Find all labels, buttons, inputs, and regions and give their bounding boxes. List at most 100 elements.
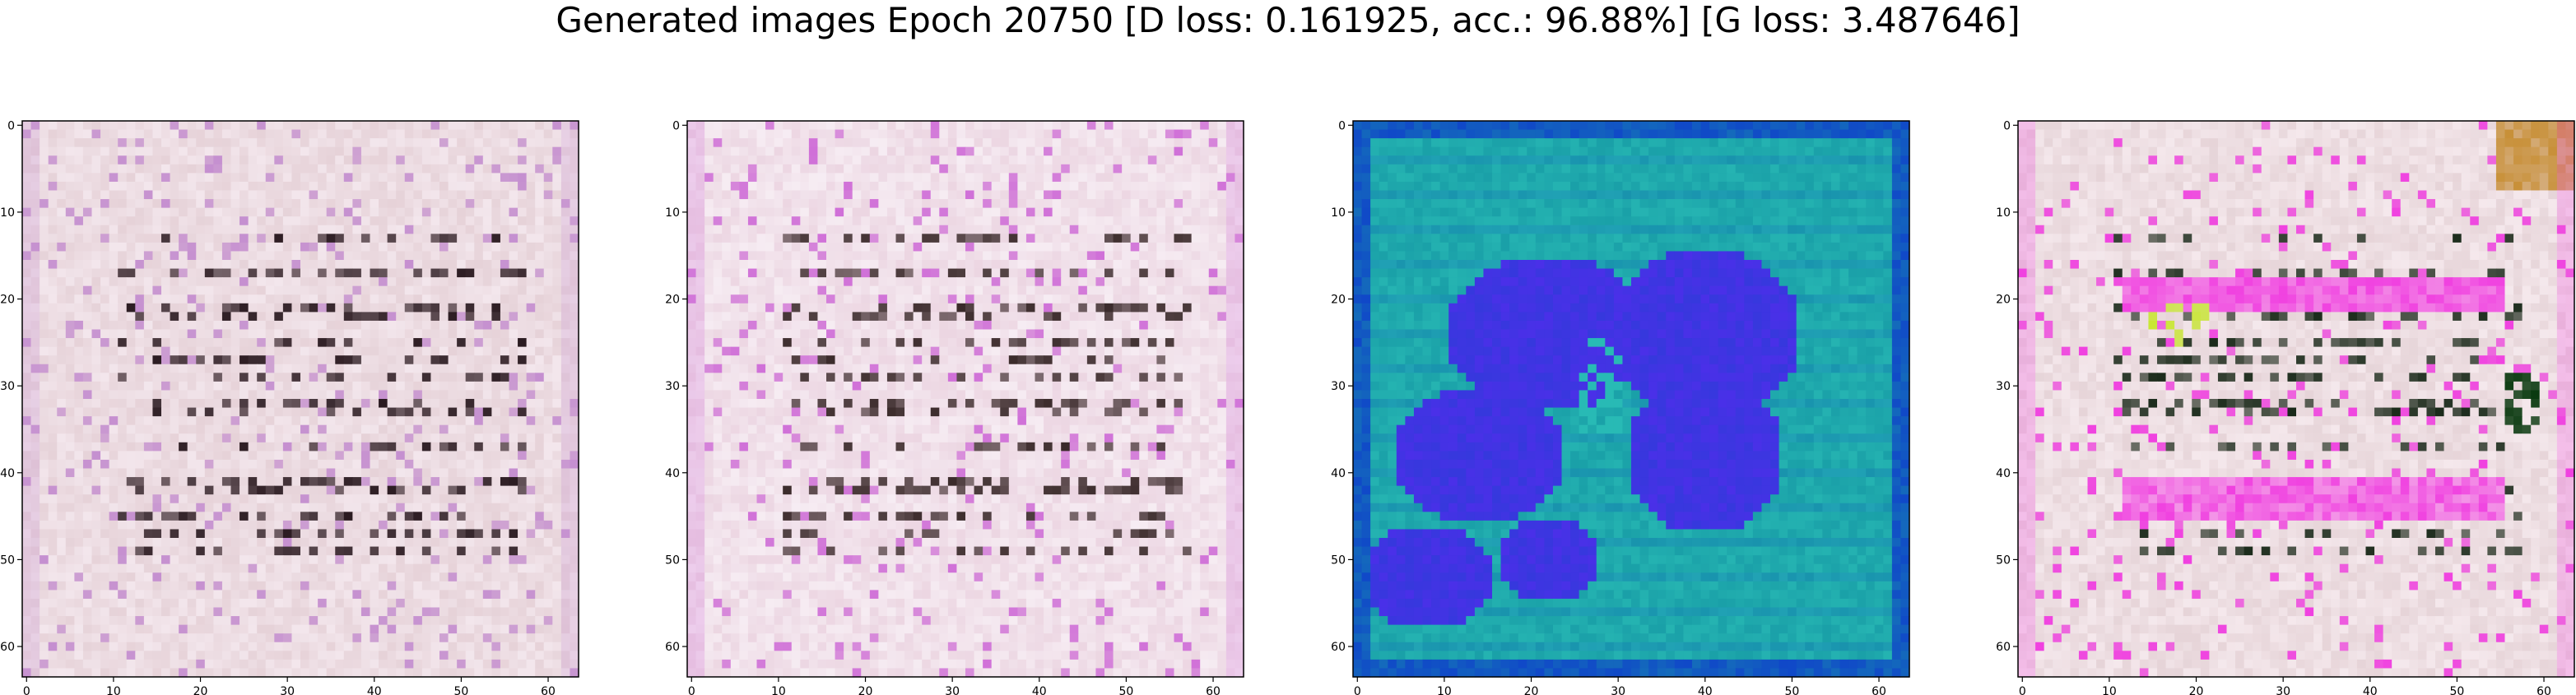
image-pixel [40,321,49,330]
image-pixel [335,138,344,147]
image-pixel [309,486,319,495]
image-pixel [396,382,405,391]
image-pixel [449,286,458,295]
image-pixel [430,416,439,425]
image-pixel [552,312,561,321]
image-pixel [327,251,336,260]
image-pixel [49,355,58,364]
image-pixel [361,243,370,252]
image-pixel [552,286,561,295]
image-pixel [144,460,153,469]
image-pixel [544,486,553,495]
image-pixel [370,477,379,486]
image-pixel [274,199,283,208]
image-pixel [552,364,561,373]
image-pixel [430,460,439,469]
image-pixel [40,164,49,174]
image-pixel [283,155,292,164]
image-pixel [500,277,509,286]
image-pixel [161,260,170,269]
image-pixel [552,130,561,139]
image-pixel [309,251,319,260]
image-pixel [249,442,258,452]
image-pixel [57,147,66,156]
image-pixel [100,373,109,382]
image-pixel [205,199,214,208]
image-pixel [457,433,466,442]
image-pixel [161,338,170,347]
image-pixel [188,208,197,217]
image-pixel [188,243,197,252]
image-pixel [135,382,144,391]
image-pixel [188,347,197,356]
image-pixel [396,312,405,321]
image-pixel [74,486,83,495]
image-pixel [170,399,179,408]
image-pixel [66,138,75,147]
image-pixel [100,382,109,391]
image-pixel [205,382,214,391]
image-pixel [239,460,249,469]
image-pixel [561,355,570,364]
image-pixel [491,355,500,364]
image-pixel [249,147,258,156]
image-pixel [396,294,405,303]
image-pixel [544,260,553,269]
image-pixel [570,294,579,303]
image-pixel [179,208,188,217]
image-pixel [370,364,379,373]
image-pixel [466,121,475,130]
image-pixel [291,199,300,208]
image-pixel [100,234,109,243]
image-pixel [518,225,527,234]
image-pixel [474,147,483,156]
image-pixel [127,338,136,347]
image-pixel [405,390,414,399]
image-pixel [491,486,500,495]
image-pixel [344,321,353,330]
image-pixel [57,130,66,139]
image-pixel [327,269,336,278]
image-pixel [274,269,283,278]
image-pixel [535,390,544,399]
image-pixel [527,199,536,208]
image-pixel [474,208,483,217]
image-pixel [544,399,553,408]
image-pixel [22,477,31,486]
image-pixel [118,138,127,147]
image-pixel [396,451,405,460]
image-pixel [40,442,49,452]
image-pixel [422,251,431,260]
image-pixel [40,399,49,408]
image-pixel [552,155,561,164]
image-pixel [430,173,439,182]
image-pixel [49,390,58,399]
image-pixel [161,182,170,191]
image-pixel [309,416,319,425]
image-pixel [40,277,49,286]
image-pixel [213,477,222,486]
image-pixel [535,486,544,495]
image-pixel [561,191,570,200]
image-pixel [527,225,536,234]
image-pixel [31,477,40,486]
image-pixel [144,442,153,452]
image-pixel [144,477,153,486]
image-pixel [127,355,136,364]
image-pixel [22,433,31,442]
image-pixel [161,277,170,286]
image-pixel [266,294,275,303]
image-pixel [300,408,309,417]
image-pixel [188,408,197,417]
image-pixel [466,390,475,399]
image-pixel [370,182,379,191]
image-pixel [509,416,518,425]
image-pixel [396,199,405,208]
image-pixel [109,269,119,278]
image-pixel [552,182,561,191]
image-pixel [552,330,561,339]
image-pixel [161,347,170,356]
image-pixel [318,408,327,417]
image-pixel [405,382,414,391]
image-pixel [509,486,518,495]
